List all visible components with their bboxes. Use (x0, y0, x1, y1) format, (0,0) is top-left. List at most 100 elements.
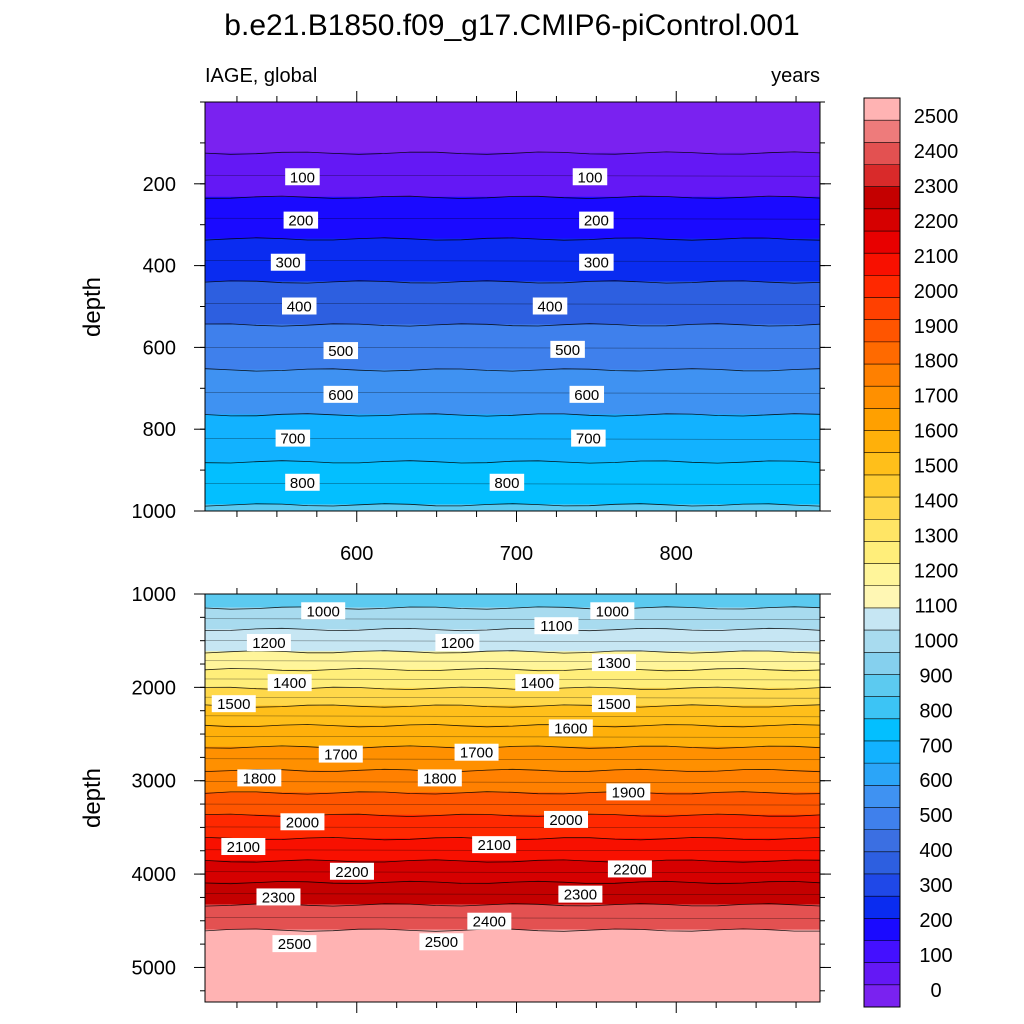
contour-line (205, 724, 820, 728)
contour-label-text: 1000 (596, 603, 629, 620)
contour-line (205, 704, 820, 708)
contour-line (205, 880, 820, 885)
contour-line (205, 768, 820, 773)
contour-line (205, 237, 820, 241)
contour-label-text: 500 (555, 342, 580, 359)
contour-label: 2500 (272, 935, 317, 953)
contour-label-box (472, 836, 517, 854)
y-tick-label: 600 (143, 337, 176, 359)
contour-label-text: 600 (574, 387, 599, 404)
contour-label: 500 (323, 342, 359, 360)
colorbar-frame (863, 97, 901, 1008)
lower-frame (204, 593, 821, 1003)
contour-label: 300 (579, 253, 614, 272)
contour-label-text: 2200 (335, 864, 368, 881)
contour-label-text: 2300 (564, 887, 597, 904)
contour-label-box (489, 473, 525, 491)
contour-label-box (256, 888, 301, 906)
contour-label-box (281, 297, 317, 315)
contour-label-text: 2500 (278, 936, 311, 953)
contour-line (205, 859, 820, 863)
contour-label: 700 (571, 429, 606, 448)
colorbar-swatch (864, 563, 900, 587)
contour-label-text: 1800 (243, 770, 276, 787)
contour-label-text: 700 (280, 431, 305, 448)
contour-label: 600 (323, 385, 359, 404)
colorbar-swatch (864, 918, 900, 941)
contour-band (205, 669, 820, 689)
colorbar-label: 2300 (914, 176, 959, 198)
y-tick-label: 3000 (132, 771, 177, 793)
colorbar-label: 600 (919, 770, 952, 792)
contour-label-box (318, 745, 363, 763)
contour-line (205, 871, 820, 874)
contour-label-box (280, 813, 325, 831)
contour-line (205, 745, 820, 749)
colorbar-label: 2400 (914, 141, 959, 163)
contour-label-box (275, 429, 311, 447)
contour-label: 600 (569, 385, 605, 404)
contour-label: 100 (285, 168, 320, 186)
y-tick-label: 400 (143, 256, 176, 278)
contour-label-box (569, 385, 605, 403)
contour-label-box (272, 935, 317, 953)
panel-lower: 1000 1000 1100 1200 1200 1300 1400 1400 1500 1500… (132, 583, 831, 1013)
contour-label: 2100 (221, 838, 266, 856)
contour-label-box (301, 602, 346, 620)
contour-label-text: 400 (287, 299, 312, 316)
contour-label-box (270, 253, 306, 271)
contour-line (205, 151, 820, 155)
colorbar-swatch (864, 851, 900, 875)
contour-label-text: 1200 (252, 635, 285, 652)
contour-label-box (579, 253, 614, 271)
contour-label: 2200 (329, 862, 374, 881)
colorbar-swatch (864, 696, 900, 720)
contour-label-box (606, 783, 651, 801)
contour-label-text: 1500 (217, 696, 250, 713)
colorbar-swatch (864, 873, 900, 897)
colorbar-label: 900 (919, 665, 952, 687)
contour-line (205, 650, 820, 654)
colorbar-swatch (864, 341, 900, 365)
contour-label: 300 (270, 253, 306, 272)
contour-line (205, 195, 820, 199)
contour-label-box (267, 674, 312, 692)
colorbar-swatch (864, 231, 900, 254)
contour-label-box (571, 429, 606, 447)
colorbar-label: 1700 (914, 386, 959, 408)
contour-line (205, 791, 820, 795)
contour-label: 1600 (548, 719, 593, 737)
contour-line (205, 627, 820, 632)
colorbar-label: 0 (930, 980, 941, 1002)
contour-label-text: 1900 (612, 784, 645, 801)
contour-line (205, 260, 820, 262)
contour-line (205, 893, 820, 895)
contour-line (205, 392, 820, 394)
variable-label: IAGE, global (205, 65, 317, 87)
lower-fill (205, 594, 820, 1002)
colorbar-label: 2500 (914, 106, 959, 128)
contour-label-text: 300 (276, 255, 301, 272)
colorbar-swatch (864, 652, 900, 675)
contour-label: 500 (550, 340, 585, 359)
contour-band (205, 651, 820, 671)
contour-band (205, 607, 820, 630)
colorbar-swatch (864, 386, 900, 409)
y-tick-label: 1000 (132, 501, 177, 523)
colorbar: 0 100 200 300 400 500 600 700 800 900 1000 1100 1200… (863, 97, 959, 1008)
contour-line (205, 503, 820, 507)
contour-label: 800 (489, 473, 525, 492)
contour-label-text: 2100 (227, 839, 260, 856)
colorbar-swatch (864, 718, 900, 742)
contour-label: 2200 (607, 860, 652, 878)
colorbar-swatch (864, 430, 900, 454)
panel-upper: 100 100 200 200 300 300 400 400 500 500 600 600 700 7… (132, 91, 831, 523)
contour-label-box (419, 933, 464, 951)
contour-band (205, 769, 820, 794)
contour-label-text: 1400 (273, 675, 306, 692)
y-tick-label: 5000 (132, 957, 177, 979)
y-tick-label: 1000 (132, 584, 177, 606)
contour-label: 2300 (256, 888, 301, 906)
contour-label-text: 1500 (597, 696, 630, 713)
